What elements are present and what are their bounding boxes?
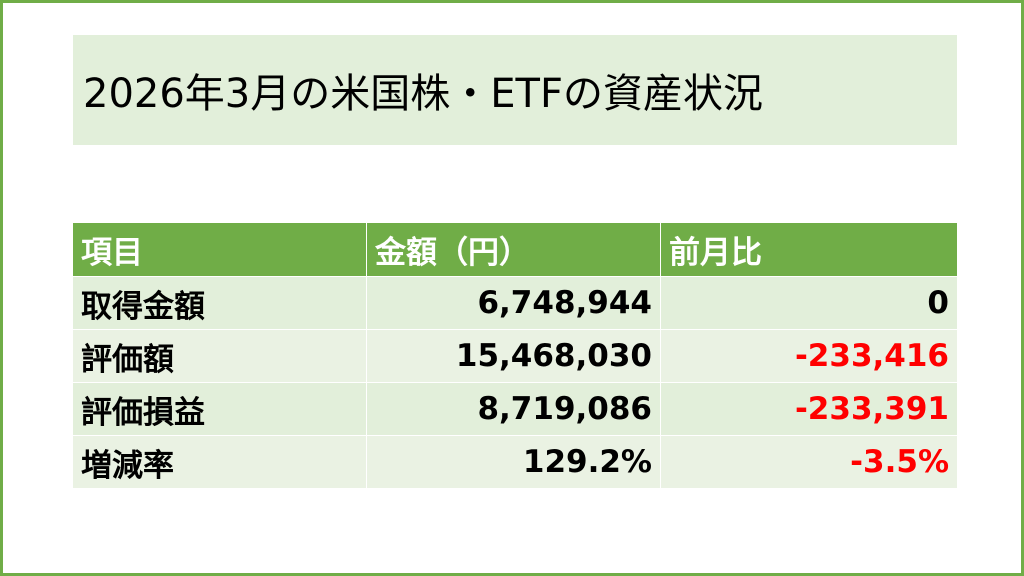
column-header-change: 前月比 (661, 223, 957, 276)
row-item-label: 評価損益 (73, 382, 367, 435)
table-row: 増減率 129.2% -3.5% (73, 435, 957, 488)
row-amount-value: 15,468,030 (367, 329, 661, 382)
row-item-label: 増減率 (73, 435, 367, 488)
row-change-value: -233,391 (661, 382, 957, 435)
row-item-label: 取得金額 (73, 276, 367, 329)
row-change-value: -3.5% (661, 435, 957, 488)
row-change-value: 0 (661, 276, 957, 329)
page-title: 2026年3月の米国株・ETFの資産状況 (83, 71, 763, 117)
column-header-item: 項目 (73, 223, 367, 276)
row-amount-value: 129.2% (367, 435, 661, 488)
table-row: 評価額 15,468,030 -233,416 (73, 329, 957, 382)
row-change-value: -233,416 (661, 329, 957, 382)
title-banner: 2026年3月の米国株・ETFの資産状況 (73, 35, 957, 145)
table-header-row: 項目 金額（円） 前月比 (73, 223, 957, 276)
table-row: 評価損益 8,719,086 -233,391 (73, 382, 957, 435)
row-amount-value: 8,719,086 (367, 382, 661, 435)
row-item-label: 評価額 (73, 329, 367, 382)
column-header-amount: 金額（円） (367, 223, 661, 276)
row-amount-value: 6,748,944 (367, 276, 661, 329)
table-row: 取得金額 6,748,944 0 (73, 276, 957, 329)
asset-summary-table: 項目 金額（円） 前月比 取得金額 6,748,944 0 評価額 15,468… (73, 223, 957, 488)
